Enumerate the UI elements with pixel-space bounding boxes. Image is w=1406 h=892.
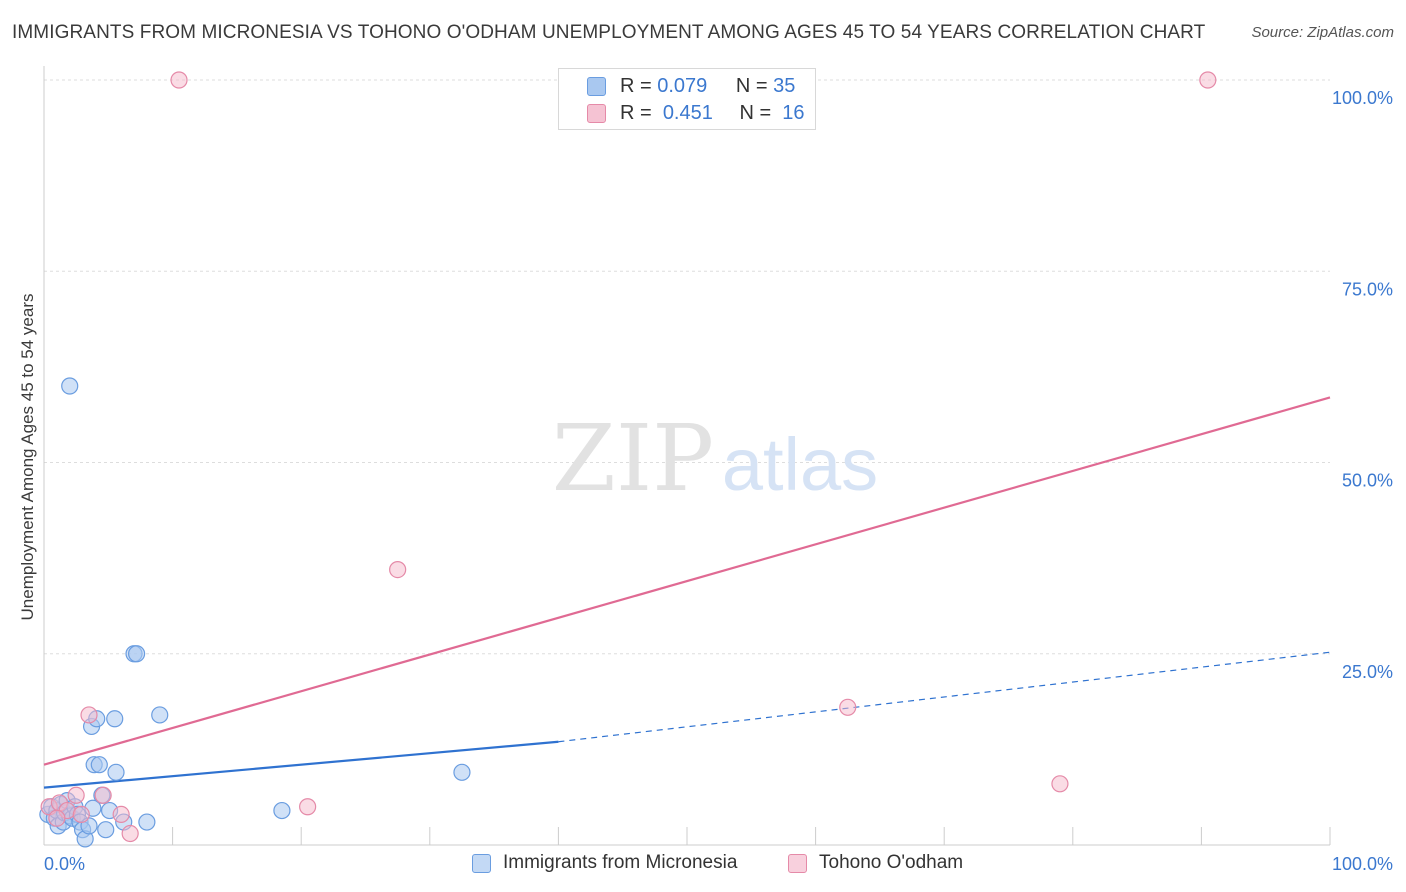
y-tick-label: 50.0% <box>1342 471 1393 491</box>
chart-title: IMMIGRANTS FROM MICRONESIA VS TOHONO O'O… <box>12 22 1206 43</box>
series-legend: Immigrants from Micronesia Tohono O'odha… <box>0 852 1406 878</box>
point-tohono <box>72 805 90 824</box>
legend-swatch-blue <box>472 853 491 873</box>
r-label: R = <box>620 101 652 124</box>
legend-item-micronesia[interactable]: Immigrants from Micronesia <box>472 852 737 874</box>
point-tohono <box>67 786 85 804</box>
point-micronesia <box>151 706 169 724</box>
r-value: 0.451 <box>662 101 713 124</box>
legend-row-micronesia: R = 0.079 N = 35 <box>587 73 795 99</box>
n-value: 35 <box>773 74 796 97</box>
point-tohono <box>1051 775 1069 793</box>
n-label: N = <box>735 74 768 97</box>
point-micronesia <box>127 645 146 663</box>
point-micronesia <box>453 763 471 781</box>
y-tick-label: 25.0% <box>1342 662 1393 682</box>
correlation-legend: R = 0.079 N = 35 R = 0.451 N = 16 <box>558 68 816 130</box>
r-value: 0.079 <box>657 74 708 97</box>
legend-swatch-blue <box>587 76 606 96</box>
legend-item-tohono[interactable]: Tohono O'odham <box>788 852 963 874</box>
point-micronesia <box>61 377 79 395</box>
legend-swatch-pink <box>788 853 807 873</box>
trend-line-micronesia-extension <box>558 651 1331 743</box>
legend-label-micronesia: Immigrants from Micronesia <box>503 852 738 873</box>
point-tohono <box>80 706 98 724</box>
trend-line-micronesia <box>43 740 559 789</box>
point-micronesia <box>90 756 108 774</box>
r-label: R = <box>620 74 652 97</box>
legend-label-tohono: Tohono O'odham <box>819 852 964 873</box>
grid-lines <box>44 79 1330 655</box>
point-micronesia <box>107 763 125 781</box>
point-tohono <box>299 798 317 816</box>
point-tohono <box>1199 71 1217 89</box>
x-tick-label: 100.0% <box>1332 854 1393 874</box>
point-micronesia <box>138 813 156 831</box>
point-tohono <box>170 71 188 89</box>
point-micronesia <box>106 710 124 728</box>
point-tohono <box>839 698 857 716</box>
source-label: Source: ZipAtlas.com <box>1251 24 1394 41</box>
n-label: N = <box>739 101 772 124</box>
point-tohono <box>112 805 130 824</box>
y-tick-label: 100.0% <box>1332 88 1393 108</box>
point-tohono <box>121 824 139 843</box>
n-value: 16 <box>782 101 805 124</box>
point-micronesia <box>273 801 291 820</box>
axes <box>43 66 1331 846</box>
point-tohono <box>389 560 407 579</box>
tick-labels: 25.0% 50.0% 75.0% 100.0% 0.0% 100.0% <box>44 88 1393 874</box>
point-tohono <box>94 786 112 804</box>
legend-swatch-pink <box>587 103 606 123</box>
legend-row-tohono: R = 0.451 N = 16 <box>587 100 805 126</box>
data-points <box>39 71 1217 848</box>
watermark-atlas: atlas <box>722 423 878 506</box>
watermark-zip: ZIP <box>552 405 714 512</box>
trend-line-tohono <box>43 396 1331 766</box>
trend-lines <box>43 396 1331 789</box>
point-tohono <box>48 809 66 827</box>
y-tick-label: 75.0% <box>1342 279 1393 299</box>
point-micronesia <box>97 821 115 839</box>
x-tick-label: 0.0% <box>44 854 85 874</box>
watermark: ZIP atlas <box>552 405 878 512</box>
